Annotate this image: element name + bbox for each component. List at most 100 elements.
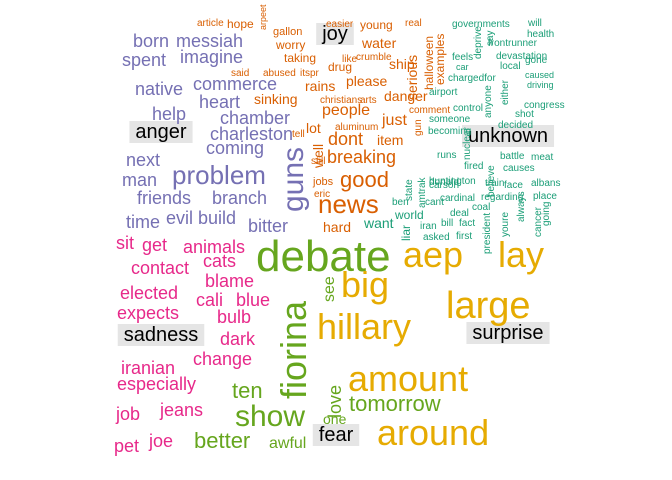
word-joy-good: good bbox=[340, 167, 389, 192]
word-surprise-lay: lay bbox=[498, 234, 544, 275]
word-joy-gallon: gallon bbox=[273, 26, 302, 38]
word-anger-time: time bbox=[126, 212, 160, 232]
word-anger-build: build bbox=[198, 208, 236, 228]
word-unknown-world: world bbox=[394, 208, 424, 222]
word-joy-eric: eric bbox=[314, 189, 330, 200]
word-joy-said: said bbox=[231, 68, 249, 79]
word-fear-one: one bbox=[323, 411, 347, 427]
group-label-surprise: surprise bbox=[472, 322, 543, 344]
word-sadness-animals: animals bbox=[183, 237, 245, 257]
word-joy-halloween: halloween bbox=[422, 36, 436, 90]
word-unknown-donald: donald bbox=[429, 177, 459, 188]
word-unknown-face: face bbox=[504, 180, 523, 191]
word-unknown-train: train bbox=[485, 178, 504, 189]
word-anger-coming: coming bbox=[206, 138, 264, 158]
word-unknown-fact: fact bbox=[459, 218, 475, 229]
group-label-sadness: sadness bbox=[124, 324, 199, 346]
word-unknown-anyone: anyone bbox=[483, 85, 494, 118]
word-unknown-huntington: huntington bbox=[429, 176, 476, 187]
word-joy-danger: danger bbox=[384, 88, 428, 104]
word-unknown-nuclear: nuclear bbox=[462, 127, 473, 160]
word-joy-still: still bbox=[311, 156, 325, 167]
word-joy-taking: taking bbox=[284, 51, 316, 65]
word-joy-easier: easier bbox=[326, 19, 354, 30]
word-anger-born: born bbox=[133, 31, 169, 51]
word-anger-chamber: chamber bbox=[220, 108, 290, 128]
word-sadness-bulb: bulb bbox=[217, 307, 251, 327]
word-fear-ten: ten bbox=[232, 378, 263, 403]
word-sadness-cali: cali bbox=[196, 290, 223, 310]
word-joy-examples: examples bbox=[433, 34, 447, 85]
word-anger-guns: guns bbox=[277, 147, 310, 212]
word-anger-problem: problem bbox=[172, 160, 266, 190]
word-sadness-contact: contact bbox=[131, 258, 189, 278]
word-sadness-pet: pet bbox=[114, 436, 139, 456]
word-joy-abused: abused bbox=[263, 68, 296, 79]
word-unknown-causes: causes bbox=[503, 163, 535, 174]
word-unknown-state: state bbox=[404, 179, 415, 201]
word-anger-friends: friends bbox=[137, 188, 191, 208]
group-labels-layer: anger joy unknown sadness fear surprise bbox=[117, 23, 555, 446]
word-joy-gun: gun bbox=[413, 119, 424, 136]
word-joy-aluminum: aluminum bbox=[335, 122, 378, 133]
word-unknown-cardinal: cardinal bbox=[440, 193, 475, 204]
word-joy-serious: serious bbox=[404, 55, 420, 100]
word-unknown-health: health bbox=[527, 29, 554, 40]
word-joy-jobs: jobs bbox=[312, 176, 334, 188]
word-unknown-deprive: deprive bbox=[473, 26, 484, 59]
word-surprise-large: large bbox=[446, 285, 531, 327]
word-fear-debate: debate bbox=[256, 232, 391, 281]
word-surprise-big: big bbox=[341, 264, 389, 305]
group-label-bg-unknown bbox=[461, 125, 555, 147]
word-sadness-job: job bbox=[115, 404, 140, 424]
word-sadness-blame: blame bbox=[205, 271, 254, 291]
word-unknown-bill: bill bbox=[441, 218, 453, 229]
word-sadness-elected: elected bbox=[120, 283, 178, 303]
word-joy-tell: tell bbox=[292, 129, 305, 140]
word-joy-just: just bbox=[381, 112, 407, 129]
group-label-anger: anger bbox=[135, 121, 186, 143]
word-joy-well: well bbox=[310, 144, 326, 169]
word-fear-show: show bbox=[235, 400, 305, 433]
word-unknown-fired: fired bbox=[464, 161, 483, 172]
word-unknown-chargedfor: chargedfor bbox=[448, 73, 496, 84]
word-fear-see: see bbox=[321, 276, 338, 302]
word-joy-like: like bbox=[342, 54, 357, 65]
word-anger-native: native bbox=[135, 79, 183, 99]
word-joy-water: water bbox=[361, 35, 397, 51]
word-surprise-amount: amount bbox=[348, 358, 468, 399]
word-unknown-congress: congress bbox=[524, 100, 565, 111]
word-joy-christians: christians bbox=[320, 95, 362, 106]
word-fear-love: love bbox=[325, 385, 345, 418]
word-surprise-aep: aep bbox=[403, 234, 463, 275]
word-fear-fiorina: fiorina bbox=[273, 300, 314, 399]
word-unknown-caused: caused bbox=[525, 70, 554, 80]
word-anger-bitter: bitter bbox=[248, 216, 288, 236]
word-sadness-especially: especially bbox=[117, 374, 196, 394]
word-unknown-cant: cant bbox=[425, 197, 444, 208]
word-unknown-first: first bbox=[456, 231, 472, 242]
word-unknown-believe: believe bbox=[486, 165, 497, 197]
group-label-joy: joy bbox=[321, 23, 348, 45]
word-unknown-gone: gone bbox=[525, 55, 548, 66]
word-unknown-control: control bbox=[453, 103, 483, 114]
word-unknown-will: will bbox=[527, 18, 542, 29]
word-unknown-going: going bbox=[541, 202, 552, 226]
word-joy-lot: lot bbox=[306, 120, 321, 136]
word-anger-commerce: commerce bbox=[193, 74, 277, 94]
word-anger-spent: spent bbox=[122, 50, 166, 70]
group-label-unknown: unknown bbox=[468, 125, 548, 147]
word-unknown-carson: carson bbox=[429, 180, 459, 191]
word-anger-branch: branch bbox=[212, 188, 267, 208]
word-fear-awful: awful bbox=[269, 435, 306, 452]
word-joy-ship: ship bbox=[389, 56, 415, 72]
word-sadness-cats: cats bbox=[203, 251, 236, 271]
word-unknown-deal: deal bbox=[450, 208, 469, 219]
word-joy-item: item bbox=[377, 132, 403, 148]
word-joy-dont: dont bbox=[328, 129, 363, 149]
word-unknown-local: local bbox=[500, 61, 521, 72]
word-unknown-place: place bbox=[533, 191, 557, 202]
word-sadness-get: get bbox=[142, 235, 167, 255]
